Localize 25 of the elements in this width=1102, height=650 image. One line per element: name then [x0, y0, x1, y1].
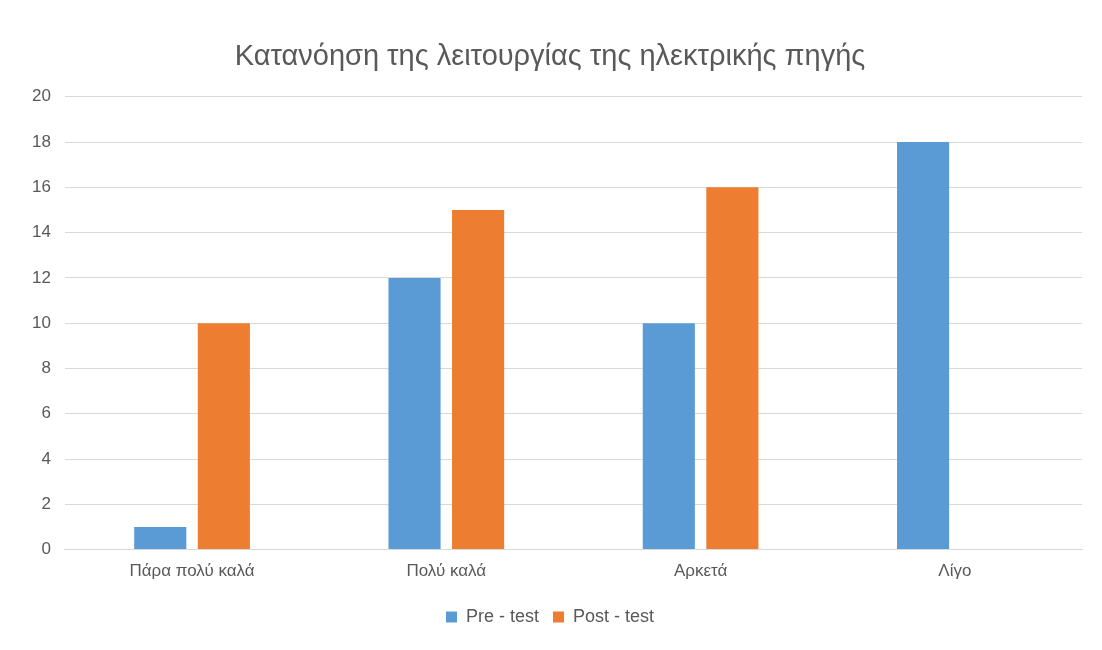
bar	[197, 323, 250, 550]
y-tick-label: 20	[31, 86, 51, 106]
x-tick-label: Πάρα πολύ καλά	[129, 561, 255, 581]
y-tick-label: 0	[41, 539, 51, 559]
bar	[642, 323, 695, 550]
x-tick-label: Πολύ καλά	[406, 561, 487, 581]
x-tick-label: Λίγο	[938, 561, 972, 581]
bar	[452, 210, 505, 550]
chart-title: Κατανόηση της λειτουργίας της ηλεκτρικής πηγής	[234, 39, 866, 72]
legend-label: Post - test	[573, 605, 655, 626]
bar	[388, 277, 441, 550]
bar	[134, 526, 187, 550]
y-tick-label: 10	[31, 312, 51, 332]
y-tick-label: 14	[31, 222, 51, 242]
x-tick-label: Αρκετά	[673, 561, 728, 581]
y-tick-label: 8	[41, 358, 51, 378]
bar	[897, 142, 950, 550]
y-tick-label: 2	[41, 494, 51, 514]
y-tick-label: 12	[31, 267, 51, 287]
y-tick-label: 18	[31, 131, 51, 151]
y-tick-label: 6	[41, 403, 51, 423]
legend-label: Pre - test	[465, 605, 540, 626]
y-tick-label: 4	[41, 448, 51, 468]
y-tick-label: 16	[31, 177, 51, 197]
bar	[706, 187, 759, 550]
